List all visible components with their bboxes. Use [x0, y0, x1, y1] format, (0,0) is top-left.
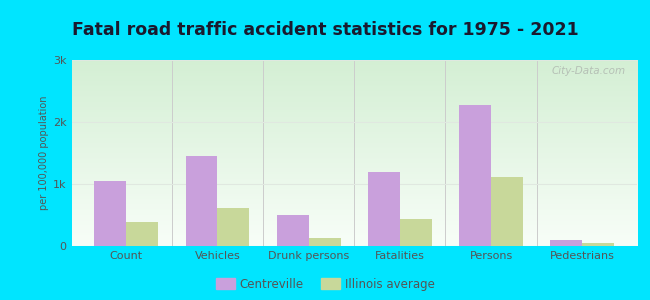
Y-axis label: per 100,000 population: per 100,000 population [39, 96, 49, 210]
Text: Fatal road traffic accident statistics for 1975 - 2021: Fatal road traffic accident statistics f… [72, 21, 578, 39]
Bar [185, 156, 218, 246]
Bar [94, 181, 126, 246]
Legend: Centreville, Illinois average: Centreville, Illinois average [216, 278, 434, 291]
Bar [126, 222, 158, 246]
Bar [400, 219, 432, 246]
Text: City-Data.com: City-Data.com [552, 66, 626, 76]
Bar [277, 215, 309, 246]
Bar [459, 105, 491, 246]
Bar [582, 243, 614, 246]
Bar [551, 240, 582, 246]
Bar [218, 208, 250, 246]
Bar [309, 238, 341, 246]
Bar [368, 172, 400, 246]
Bar [491, 177, 523, 246]
